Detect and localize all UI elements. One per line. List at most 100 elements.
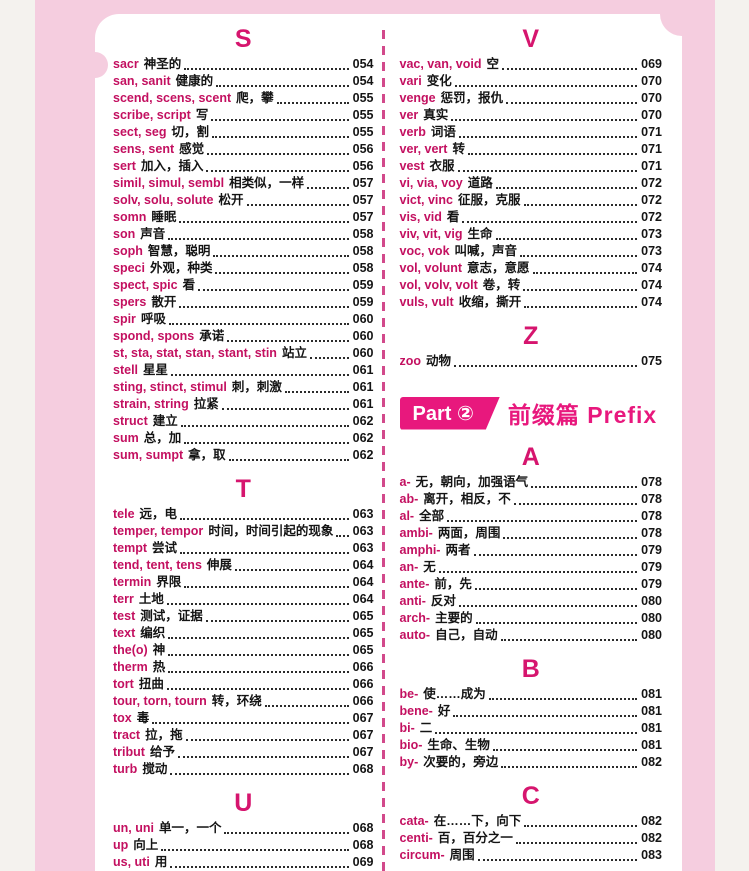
toc-page-number: 063 (352, 524, 374, 538)
toc-meaning: 土地 (138, 592, 164, 606)
toc-page-number: 058 (352, 244, 374, 258)
toc-page-number: 066 (352, 677, 374, 691)
toc-entry: spect, spic 看 059 (113, 277, 374, 294)
toc-root: vict, vinc (399, 193, 454, 207)
toc-root: terr (113, 592, 134, 606)
toc-root: centi- (399, 831, 433, 845)
toc-meaning: 远，电 (139, 507, 178, 521)
toc-root: simil, simul, sembl (113, 176, 225, 190)
toc-meaning: 全部 (419, 509, 445, 523)
toc-dot-leader (524, 825, 638, 827)
toc-dot-leader (211, 119, 349, 121)
toc-entry: turb 搅动 068 (113, 761, 374, 778)
toc-root: anti- (399, 594, 426, 608)
toc-page-number: 067 (352, 728, 374, 742)
toc-dot-leader (438, 571, 638, 573)
toc-dot-leader (458, 136, 638, 138)
toc-root: ambi- (399, 526, 433, 540)
toc-dot-leader (168, 671, 349, 673)
toc-dot-leader (206, 170, 349, 172)
toc-page-number: 065 (352, 643, 374, 657)
toc-dot-leader (502, 68, 638, 70)
toc-dot-leader (180, 425, 349, 427)
toc-entry: scribe, script 写 055 (113, 107, 374, 124)
toc-root: scend, scens, scent (113, 91, 232, 105)
toc-page-number: 065 (352, 609, 374, 623)
toc-page-number: 063 (352, 541, 374, 555)
toc-page-number: 070 (641, 74, 662, 88)
toc-meaning: 征服，克服 (458, 193, 521, 207)
toc-entry: tox 毒 067 (113, 710, 374, 727)
toc-dot-leader (503, 537, 638, 539)
toc-dot-leader (234, 569, 349, 571)
section-heading-z: Z (523, 322, 539, 350)
toc-root: amphi- (399, 543, 441, 557)
toc-root: vis, vid (399, 210, 442, 224)
toc-root: vol, volv, volt (399, 278, 478, 292)
toc-root: stell (113, 363, 139, 377)
toc-dot-leader (152, 722, 349, 724)
toc-page-number: 072 (641, 210, 662, 224)
toc-root: a- (399, 475, 411, 489)
toc-entry: vest 衣服 071 (400, 158, 663, 175)
toc-root: vi, via, voy (399, 176, 463, 190)
toc-page-number: 060 (352, 346, 374, 360)
toc-meaning: 界限 (156, 575, 182, 589)
toc-entry: vol, volv, volt 卷，转 074 (400, 277, 663, 294)
toc-entry: centi- 百，百分之一 082 (400, 830, 663, 847)
toc-meaning: 好 (437, 704, 451, 718)
toc-root: vac, van, void (399, 57, 482, 71)
toc-root: tox (113, 711, 132, 725)
toc-dot-leader (457, 170, 638, 172)
toc-dot-leader (166, 688, 349, 690)
toc-entry: somn 睡眠 057 (113, 209, 374, 226)
toc-meaning: 惩罚，报仇 (440, 91, 504, 105)
toc-entry: bio- 生命、生物 081 (400, 737, 663, 754)
toc-dot-leader (336, 535, 349, 537)
toc-meaning: 空 (486, 57, 499, 71)
toc-entry: spir 呼吸 060 (113, 311, 374, 328)
toc-page-number: 064 (352, 592, 374, 606)
toc-root: bene- (399, 704, 433, 718)
toc-meaning: 毒 (136, 711, 150, 725)
toc-meaning: 扭曲 (138, 677, 164, 691)
toc-meaning: 用 (154, 855, 168, 869)
toc-page-number: 065 (352, 626, 374, 640)
toc-dot-leader (284, 391, 349, 393)
toc-meaning: 伸展 (206, 558, 232, 572)
toc-page-number: 071 (641, 142, 662, 156)
toc-dot-leader (198, 289, 349, 291)
toc-page-number: 062 (352, 448, 374, 462)
toc-entry: auto- 自己，自动 080 (400, 627, 663, 644)
section-heading-b: B (521, 655, 540, 683)
toc-page-number: 080 (641, 611, 662, 625)
toc-dot-leader (170, 866, 349, 868)
toc-meaning: 拉，拖 (145, 728, 183, 742)
toc-root: verb (399, 125, 426, 139)
toc-dot-leader (207, 153, 349, 155)
toc-dot-leader (447, 520, 638, 522)
toc-dot-leader (161, 849, 349, 851)
toc-meaning: 相类似，一样 (229, 176, 305, 190)
toc-entry: the(o) 神 065 (113, 642, 374, 659)
toc-root: temper, tempor (113, 524, 204, 538)
toc-root: viv, vit, vig (399, 227, 463, 241)
toc-meaning: 真实 (423, 108, 449, 122)
toc-root: solv, solu, solute (113, 193, 214, 207)
toc-entry: test 测试，证据 065 (113, 608, 374, 625)
toc-dot-leader (205, 620, 349, 622)
toc-meaning: 道路 (467, 176, 493, 190)
toc-meaning: 主要的 (435, 611, 473, 625)
toc-entry: tract 拉，拖 067 (113, 727, 374, 744)
toc-root: al- (399, 509, 415, 523)
toc-root: cata- (399, 814, 429, 828)
toc-meaning: 在……下，向下 (433, 814, 522, 828)
toc-entry: termin 界限 064 (113, 574, 374, 591)
toc-root: soph (113, 244, 143, 258)
toc-root: somn (113, 210, 147, 224)
toc-page-number: 059 (352, 278, 374, 292)
toc-page-number: 082 (641, 755, 662, 769)
toc-root: test (113, 609, 136, 623)
toc-entry: strain, string 拉紧 061 (113, 396, 374, 413)
